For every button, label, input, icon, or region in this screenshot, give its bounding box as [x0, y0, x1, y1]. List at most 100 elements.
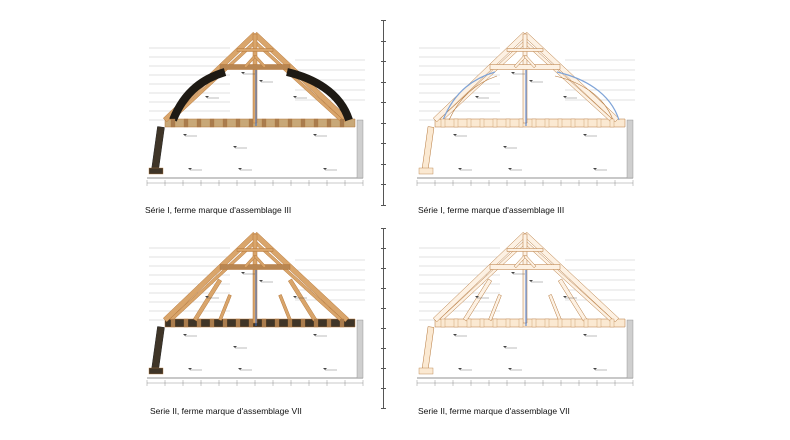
brace-left: [513, 254, 527, 269]
left-sill: [418, 367, 434, 375]
right-arch-brace: [556, 71, 620, 121]
level-marker-arrow: [529, 280, 533, 282]
joist-notch: [466, 318, 472, 328]
joist-notch: [209, 118, 215, 128]
scale-tick: [381, 348, 386, 349]
joist-notch: [339, 318, 345, 328]
right-rafter-inner: [253, 240, 343, 322]
joist-notch: [531, 318, 537, 328]
joist-notch: [453, 318, 459, 328]
level-marker-arrow: [259, 280, 263, 282]
joist-notch: [583, 118, 589, 128]
collar-beam: [489, 264, 561, 270]
joist-notch: [326, 318, 332, 328]
right-wall: [356, 319, 364, 379]
joist-notch: [248, 118, 254, 128]
caption-p1: Série I, ferme marque d'assemblage III: [145, 205, 292, 215]
left-rafter-inner: [169, 240, 257, 322]
joist-notch: [544, 118, 550, 128]
left-sill: [148, 167, 164, 175]
joist-notch: [492, 118, 498, 128]
joist-notch: [505, 118, 511, 128]
joist-notch: [339, 118, 345, 128]
right-rafter: [252, 231, 350, 323]
level-marker-arrow: [511, 272, 515, 274]
right-arch-inner: [554, 75, 614, 121]
level-marker-arrow: [241, 72, 245, 74]
level-marker-arrow: [458, 168, 462, 170]
brace-right: [253, 254, 267, 269]
joist-notch: [222, 118, 228, 128]
level-marker-arrow: [188, 168, 192, 170]
collar-beam: [489, 64, 561, 70]
right-inner-strut: [548, 294, 562, 321]
scale-tick: [381, 228, 386, 229]
brace-left: [513, 54, 527, 69]
left-strut: [192, 278, 223, 322]
right-wall: [626, 319, 634, 379]
left-rafter-inner: [439, 240, 527, 322]
level-marker-arrow: [529, 80, 533, 82]
joist-notch: [170, 118, 176, 128]
scale-tick: [381, 143, 386, 145]
joist-notch: [274, 118, 280, 128]
upper-collar: [236, 48, 274, 52]
left-sill: [418, 167, 434, 175]
brace-right: [523, 54, 537, 69]
left-rafter-inner: [439, 40, 527, 122]
joist-notch: [287, 318, 293, 328]
caption-p4: Serie II, ferme marque d'assemblage VII: [418, 406, 570, 416]
scale-tick: [381, 408, 386, 409]
level-marker-arrow: [593, 168, 597, 170]
level-marker-arrow: [508, 168, 512, 170]
scale-tick: [381, 248, 386, 249]
left-rafter-inner: [169, 40, 257, 122]
joist-notch: [492, 318, 498, 328]
left-strut: [462, 278, 493, 322]
joist-notch: [440, 318, 446, 328]
left-post: [151, 326, 165, 371]
scale-tick: [381, 268, 386, 269]
right-rafter-inner: [523, 40, 613, 122]
scale-tick: [381, 122, 386, 124]
brace-left: [243, 54, 257, 69]
truss-drawing-p4: [416, 231, 635, 386]
elevation-scale-top: [383, 20, 384, 205]
tie-beam: [434, 118, 626, 128]
level-marker-arrow: [503, 346, 507, 348]
scale-tick: [381, 368, 386, 369]
level-marker-arrow: [238, 168, 242, 170]
level-marker-arrow: [458, 368, 462, 370]
left-arch-brace: [442, 71, 496, 121]
right-rafter: [522, 231, 620, 323]
level-marker-arrow: [593, 368, 597, 370]
joist-notch: [222, 318, 228, 328]
joist-notch: [505, 318, 511, 328]
scale-tick: [381, 184, 386, 186]
joist-notch: [609, 318, 615, 328]
joist-notch: [274, 318, 280, 328]
left-rafter: [432, 231, 528, 323]
left-post: [421, 126, 435, 171]
level-marker-arrow: [313, 334, 317, 336]
scale-tick: [381, 81, 386, 83]
scale-tick: [381, 205, 386, 206]
caption-p3: Serie II, ferme marque d'assemblage VII: [150, 406, 302, 416]
scale-tick: [381, 163, 386, 165]
joist-notch: [235, 118, 241, 128]
joist-notch: [261, 318, 267, 328]
left-rafter: [432, 31, 528, 123]
truss-drawing-p2: [416, 31, 635, 186]
collar-beam: [219, 64, 291, 70]
scale-tick: [381, 61, 386, 63]
right-rafter-inner: [523, 240, 613, 322]
brace-right: [523, 254, 537, 269]
level-marker-arrow: [259, 80, 263, 82]
left-rafter: [162, 231, 258, 323]
joist-notch: [326, 118, 332, 128]
level-marker-arrow: [233, 146, 237, 148]
left-arch-inner: [448, 75, 498, 121]
joist-notch: [183, 318, 189, 328]
joist-notch: [479, 118, 485, 128]
joist-notch: [313, 318, 319, 328]
